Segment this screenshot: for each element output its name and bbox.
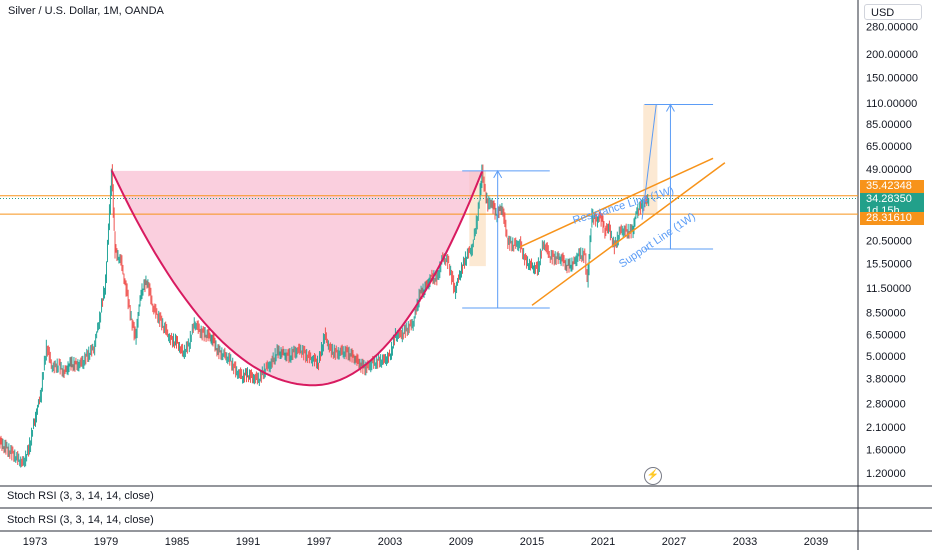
y-tick-label: 15.50000 <box>866 258 912 270</box>
x-tick-label: 2033 <box>733 536 757 548</box>
support-line-label: Support Line (1W) <box>617 211 698 271</box>
support-trendline <box>531 162 726 306</box>
x-tick-label: 2003 <box>378 536 402 548</box>
projection-arrow <box>641 104 657 220</box>
support-price-tag: 28.31610 <box>860 212 924 225</box>
indicator-label-1[interactable]: Stoch RSI (3, 3, 14, 14, close) <box>7 490 154 502</box>
highlight-band <box>643 104 658 215</box>
y-tick-label: 2.10000 <box>866 422 906 434</box>
y-tick-label: 49.00000 <box>866 164 912 176</box>
y-tick-label: 6.50000 <box>866 330 906 342</box>
x-tick-label: 2009 <box>449 536 473 548</box>
resistance-line-label: Resistance Line (1W) <box>571 185 675 227</box>
chart-title: Silver / U.S. Dollar, 1M, OANDA <box>6 4 166 18</box>
x-tick-label: 1985 <box>165 536 189 548</box>
resistance-price-tag: 35.42348 <box>860 180 924 193</box>
measure-arrow-head <box>666 103 675 112</box>
y-tick-label: 1.60000 <box>866 444 906 456</box>
x-tick-label: 1973 <box>23 536 47 548</box>
y-tick-label: 2.80000 <box>866 399 906 411</box>
y-tick-label: 1.20000 <box>866 468 906 480</box>
cup-fill <box>111 170 483 386</box>
y-tick-label: 65.00000 <box>866 141 912 153</box>
currency-button[interactable]: USD <box>864 4 922 20</box>
y-tick-label: 150.00000 <box>866 73 918 85</box>
y-tick-label: 85.00000 <box>866 119 912 131</box>
y-tick-label: 20.50000 <box>866 236 912 248</box>
x-tick-label: 2021 <box>591 536 615 548</box>
y-tick-label: 3.80000 <box>866 374 906 386</box>
x-tick-label: 2027 <box>662 536 686 548</box>
measure-arrow-head <box>493 169 503 179</box>
x-tick-label: 2015 <box>520 536 544 548</box>
y-tick-label: 5.00000 <box>866 351 906 363</box>
x-tick-label: 1991 <box>236 536 260 548</box>
indicator-label-2[interactable]: Stoch RSI (3, 3, 14, 14, close) <box>7 514 154 526</box>
y-tick-label: 11.50000 <box>866 283 911 295</box>
cup-curve <box>110 170 484 387</box>
y-tick-label: 200.00000 <box>866 49 918 61</box>
x-tick-label: 1979 <box>94 536 118 548</box>
last-price-tag: 34.28350 <box>860 193 924 206</box>
x-tick-label: 1997 <box>307 536 331 548</box>
y-tick-label: 110.00000 <box>866 98 917 110</box>
resistance-trendline <box>519 157 714 248</box>
lightning-icon[interactable]: ⚡ <box>644 467 662 485</box>
x-tick-label: 2039 <box>804 536 828 548</box>
y-tick-label: 280.00000 <box>866 21 918 33</box>
y-tick-label: 8.50000 <box>866 308 906 320</box>
